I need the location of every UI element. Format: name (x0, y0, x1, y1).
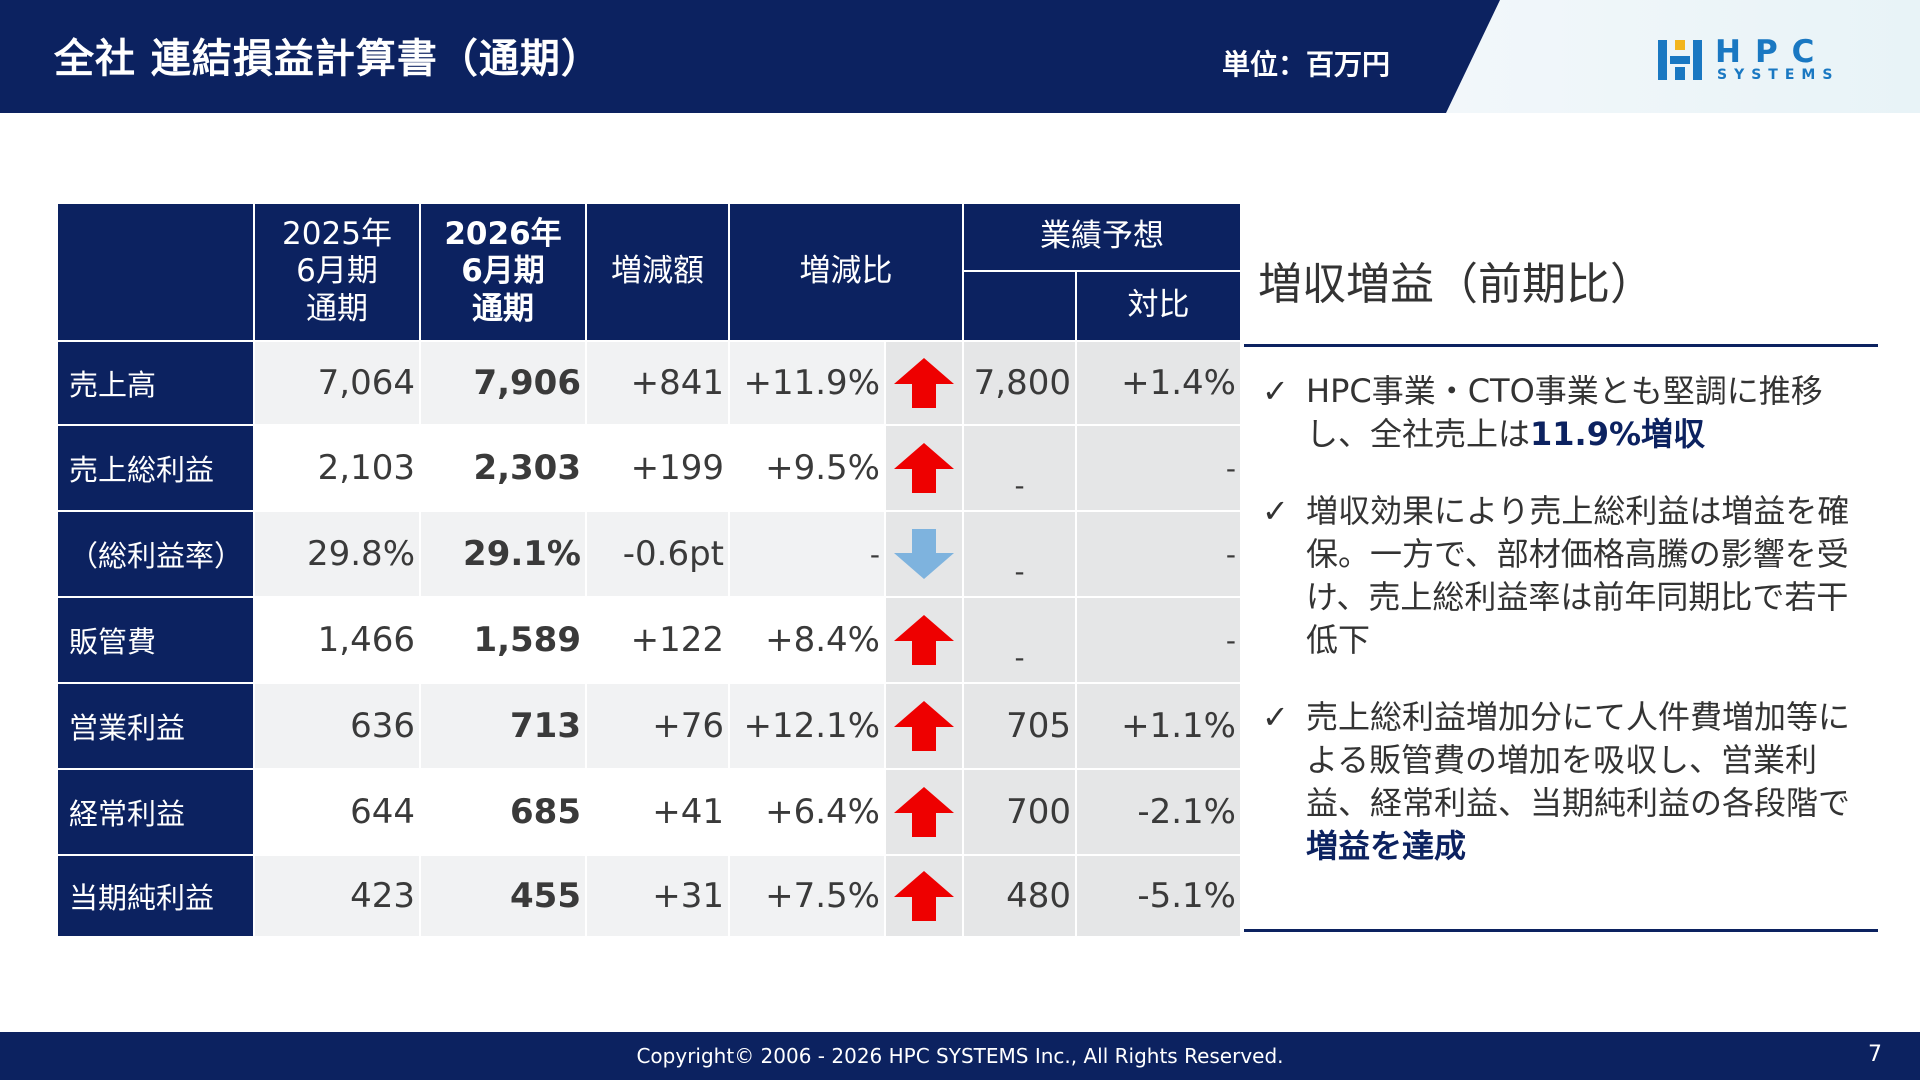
trend-arrow (886, 426, 962, 510)
row-label: 営業利益 (58, 684, 253, 768)
change-ratio: +12.1% (730, 684, 884, 768)
change-amount: +122 (587, 598, 728, 682)
unit-label: 単位：百万円 (1222, 48, 1391, 81)
change-amount: -0.6pt (587, 512, 728, 596)
change-ratio: +6.4% (730, 770, 884, 854)
current-value: 685 (421, 770, 585, 854)
current-value: 1,589 (421, 598, 585, 682)
forecast-value: - (964, 598, 1075, 682)
up-arrow-icon (894, 871, 954, 921)
prev-value: 1,466 (255, 598, 419, 682)
change-amount: +31 (587, 856, 728, 936)
prev-value: 2,103 (255, 426, 419, 510)
bullet-text: 増収効果により売上総利益は増益を確保。一方で、部材価格高騰の影響を受け、売上総利… (1306, 492, 1850, 659)
prev-value: 7,064 (255, 342, 419, 424)
forecast-compare: -2.1% (1077, 770, 1240, 854)
up-arrow-icon (894, 701, 954, 751)
header-current-year: 2026年 6月期 通期 (421, 204, 585, 340)
change-ratio: +9.5% (730, 426, 884, 510)
prev-value: 644 (255, 770, 419, 854)
row-label: 売上高 (58, 342, 253, 424)
header-bar (0, 0, 1500, 113)
row-label: 当期純利益 (58, 856, 253, 936)
check-icon: ✓ (1262, 372, 1289, 410)
header-forecast: 業績予想 (964, 204, 1240, 270)
down-arrow-icon (894, 529, 954, 579)
logo-subtext: SYSTEMS (1717, 67, 1840, 83)
bullet-emphasis: 増益を達成 (1306, 827, 1467, 865)
summary-bottom-rule (1244, 929, 1878, 932)
current-value: 713 (421, 684, 585, 768)
forecast-compare: - (1077, 512, 1240, 596)
forecast-value: - (964, 426, 1075, 510)
trend-arrow (886, 512, 962, 596)
summary-top-rule (1244, 344, 1878, 347)
change-ratio: +7.5% (730, 856, 884, 936)
summary-title: 増収増益（前期比） (1258, 259, 1654, 310)
change-amount: +76 (587, 684, 728, 768)
prev-value: 423 (255, 856, 419, 936)
forecast-compare: - (1077, 598, 1240, 682)
corner-header (58, 204, 253, 340)
prev-value: 636 (255, 684, 419, 768)
forecast-compare: +1.4% (1077, 342, 1240, 424)
bullet-text: HPC事業・CTO事業とも堅調に推移し、全社売上は (1306, 372, 1823, 453)
trend-arrow (886, 342, 962, 424)
header-forecast-value (964, 272, 1075, 340)
header-forecast-compare: 対比 (1077, 272, 1240, 340)
trend-arrow (886, 598, 962, 682)
forecast-compare: -5.1% (1077, 856, 1240, 936)
prev-value: 29.8% (255, 512, 419, 596)
header-change-ratio: 増減比 (730, 204, 962, 340)
copyright-text: Copyright© 2006 - 2026 HPC SYSTEMS Inc.,… (636, 1044, 1284, 1068)
trend-arrow (886, 770, 962, 854)
forecast-compare: +1.1% (1077, 684, 1240, 768)
change-amount: +41 (587, 770, 728, 854)
footer-bar: Copyright© 2006 - 2026 HPC SYSTEMS Inc.,… (0, 1032, 1920, 1080)
current-value: 2,303 (421, 426, 585, 510)
forecast-value: 7,800 (964, 342, 1075, 424)
row-label: 販管費 (58, 598, 253, 682)
up-arrow-icon (894, 358, 954, 408)
check-icon: ✓ (1262, 698, 1289, 736)
check-icon: ✓ (1262, 492, 1289, 530)
forecast-value: 705 (964, 684, 1075, 768)
forecast-compare: - (1077, 426, 1240, 510)
up-arrow-icon (894, 443, 954, 493)
header-prev-year: 2025年 6月期 通期 (255, 204, 419, 340)
row-label: 経常利益 (58, 770, 253, 854)
trend-arrow (886, 684, 962, 768)
page-title: 全社 連結損益計算書（通期） (54, 36, 602, 82)
logo-mark-icon (1658, 40, 1702, 80)
row-label: （総利益率） (58, 512, 253, 596)
current-value: 29.1% (421, 512, 585, 596)
bullet-text: 売上総利益増加分にて人件費増加等による販管費の増加を吸収し、営業利益、経常利益、… (1306, 698, 1851, 822)
current-value: 455 (421, 856, 585, 936)
logo-text: HPC (1715, 34, 1829, 70)
change-ratio: +11.9% (730, 342, 884, 424)
bullet-emphasis: 11.9%増収 (1530, 415, 1706, 453)
trend-arrow (886, 856, 962, 936)
header-change-amount: 増減額 (587, 204, 728, 340)
change-amount: +841 (587, 342, 728, 424)
change-ratio: - (730, 512, 884, 596)
up-arrow-icon (894, 787, 954, 837)
forecast-value: 480 (964, 856, 1075, 936)
current-value: 7,906 (421, 342, 585, 424)
up-arrow-icon (894, 615, 954, 665)
change-ratio: +8.4% (730, 598, 884, 682)
forecast-value: 700 (964, 770, 1075, 854)
company-logo: HPC SYSTEMS (1655, 34, 1855, 84)
page-number: 7 (1868, 1042, 1882, 1067)
change-amount: +199 (587, 426, 728, 510)
forecast-value: - (964, 512, 1075, 596)
row-label: 売上総利益 (58, 426, 253, 510)
